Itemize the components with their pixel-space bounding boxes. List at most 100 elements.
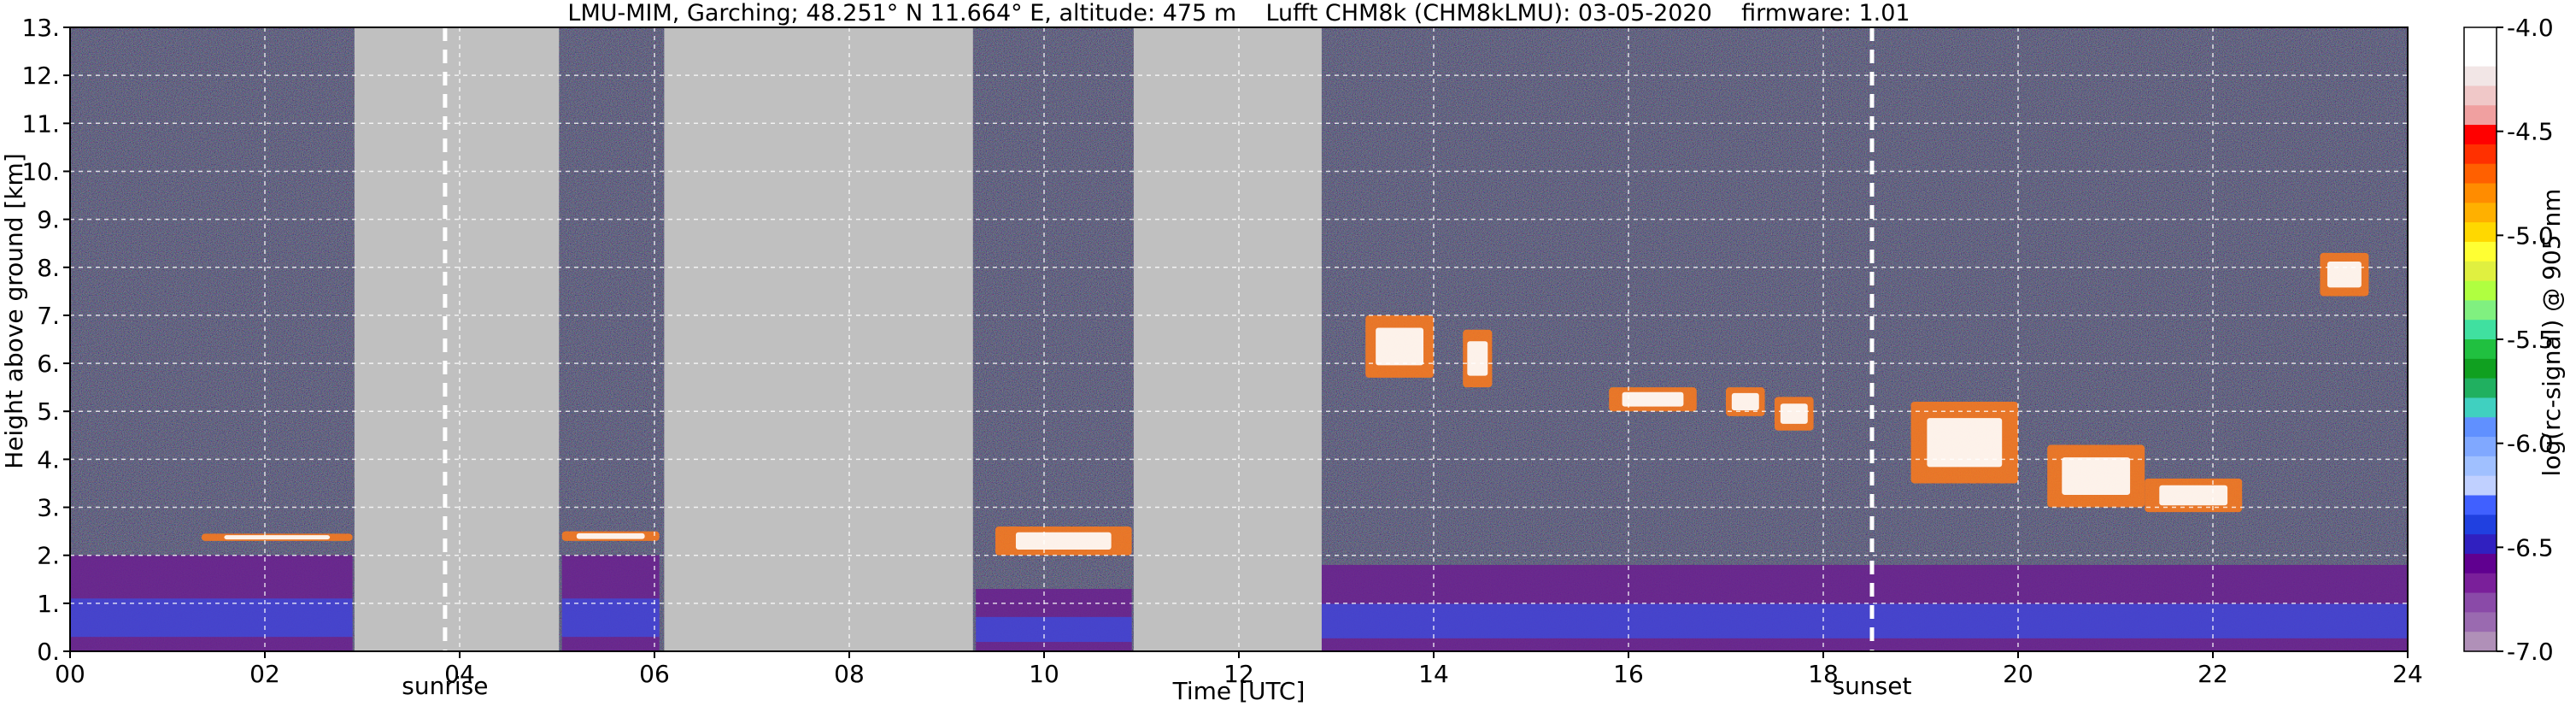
colorbar-band-23 [2464, 475, 2497, 497]
colorbar-band-16 [2464, 339, 2497, 360]
sun-event-labels: sunrise sunset [402, 672, 1911, 700]
x-tick-label-3: 06 [639, 660, 670, 688]
colorbar-band-26 [2464, 534, 2497, 555]
colorbar-band-8 [2464, 183, 2497, 203]
no-data-period-0 [354, 27, 560, 651]
cloud-core-2 [1015, 532, 1112, 550]
aerosol-core-12 [70, 598, 353, 638]
y-tick-label-12: 12. [21, 62, 60, 90]
sunrise-label: sunrise [402, 672, 488, 700]
colorbar-band-1 [2464, 46, 2497, 68]
signal-layers [70, 252, 2408, 651]
x-tick-label-11: 22 [2198, 660, 2228, 688]
cloud-core-3 [1376, 327, 1424, 366]
x-axis-ticks: 00 02 04 06 08 10 12 14 16 18 20 22 24 [55, 651, 2423, 688]
colorbar-label: log(rc-signal) @ 905 nm [2538, 189, 2566, 477]
x-tick-label-9: 18 [1808, 660, 1839, 688]
colorbar-tick-label-2: -5.0 [2507, 221, 2554, 250]
x-tick-label-2: 04 [444, 660, 475, 688]
colorbar-band-27 [2464, 553, 2497, 574]
aerosol-core-15 [1321, 603, 2408, 638]
cloud-core-9 [2062, 457, 2131, 495]
cloud-core-1 [576, 532, 645, 539]
colorbar-tick-label-6: -7.0 [2507, 638, 2554, 666]
colorbar-band-30 [2464, 612, 2497, 632]
colorbar-band-14 [2464, 300, 2497, 321]
cloud-core-4 [1467, 341, 1488, 376]
y-tick-label-8: 8. [37, 254, 60, 282]
colorbar-tick-label-5: -6.5 [2507, 533, 2554, 562]
aerosol-core-14 [976, 616, 1132, 643]
y-tick-label-10: 10. [21, 157, 60, 185]
cloud-core-10 [2159, 485, 2228, 506]
cloud-core-0 [224, 535, 331, 540]
colorbar-tick-label-4: -6.0 [2507, 430, 2554, 458]
cloud-core-7 [1780, 403, 1808, 424]
colorbar-band-19 [2464, 397, 2497, 418]
cloud-core-6 [1731, 392, 1759, 411]
y-tick-label-2: 2. [37, 542, 60, 570]
x-tick-label-10: 20 [2003, 660, 2033, 688]
colorbar-band-11 [2464, 241, 2497, 262]
x-axis-label: Time [UTC] [1172, 677, 1306, 705]
colorbar-band-3 [2464, 85, 2497, 106]
cloud-core-8 [1927, 418, 2003, 468]
y-tick-label-7: 7. [37, 302, 60, 330]
y-tick-label-4: 4. [37, 445, 60, 474]
colorbar-tick-label-0: -4.0 [2507, 14, 2554, 42]
y-axis-ticks: 0. 1. 2. 3. 4. 5. 6. 7. 8. 9. 10. 11. 12. 13. [21, 14, 70, 666]
colorbar-band-6 [2464, 144, 2497, 165]
x-tick-label-7: 14 [1418, 660, 1449, 688]
colorbar-band-5 [2464, 125, 2497, 145]
plot-area [70, 27, 2408, 651]
x-tick-label-5: 10 [1029, 660, 1059, 688]
colorbar-band-21 [2464, 437, 2497, 457]
x-tick-label-12: 24 [2392, 660, 2423, 688]
colorbar [2463, 26, 2497, 652]
colorbar-tick-label-1: -4.5 [2507, 118, 2554, 146]
chart-title: LMU-MIM, Garching; 48.251° N 11.664° E, … [567, 0, 1910, 26]
y-tick-label-9: 9. [37, 206, 60, 234]
no-data-periods [354, 27, 1322, 651]
cloud-core-5 [1622, 391, 1684, 407]
y-axis-label: Height above ground [km] [0, 153, 28, 469]
x-tick-label-6: 12 [1223, 660, 1254, 688]
colorbar-band-4 [2464, 105, 2497, 126]
colorbar-band-29 [2464, 592, 2497, 613]
x-tick-label-8: 16 [1613, 660, 1644, 688]
colorbar-band-15 [2464, 320, 2497, 340]
x-tick-label-0: 00 [55, 660, 85, 688]
colorbar-band-24 [2464, 495, 2497, 515]
y-tick-label-0: 0. [37, 638, 60, 666]
x-tick-label-4: 08 [834, 660, 865, 688]
cloud-core-11 [2327, 262, 2362, 288]
colorbar-band-31 [2464, 632, 2497, 652]
colorbar-band-17 [2464, 358, 2497, 379]
no-data-period-2 [1133, 27, 1322, 651]
y-tick-label-3: 3. [37, 494, 60, 522]
grid-lines [70, 27, 2408, 651]
colorbar-band-18 [2464, 378, 2497, 399]
no-data-period-1 [664, 27, 973, 651]
x-tick-label-1: 02 [249, 660, 280, 688]
colorbar-band-7 [2464, 163, 2497, 185]
colorbar-band-28 [2464, 573, 2497, 594]
y-tick-label-1: 1. [37, 590, 60, 618]
y-tick-label-5: 5. [37, 397, 60, 426]
sunset-label: sunset [1833, 672, 1912, 700]
colorbar-band-25 [2464, 515, 2497, 535]
colorbar-band-10 [2464, 222, 2497, 243]
colorbar-ticks: -4.0 -4.5 -5.0 -5.5 -6.0 -6.5 -7.0 [2497, 14, 2554, 666]
colorbar-band-22 [2464, 456, 2497, 477]
colorbar-band-20 [2464, 417, 2497, 438]
colorbar-band-12 [2464, 261, 2497, 282]
y-tick-label-6: 6. [37, 350, 60, 378]
colorbar-tick-label-3: -5.5 [2507, 326, 2554, 354]
y-tick-label-11: 11. [21, 109, 60, 138]
y-tick-label-13: 13. [21, 14, 60, 42]
colorbar-band-13 [2464, 280, 2497, 301]
sun-event-lines [443, 27, 1875, 651]
aerosol-core-13 [561, 598, 660, 638]
colorbar-band-0 [2464, 27, 2497, 48]
